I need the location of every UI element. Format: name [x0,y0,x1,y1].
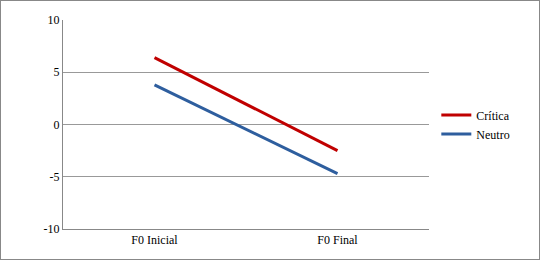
svg-text:10: 10 [48,13,60,27]
svg-text:F0 Final: F0 Final [317,233,358,247]
svg-text:-5: -5 [50,170,60,184]
svg-text:5: 5 [54,65,60,79]
svg-text:-10: -10 [44,222,60,236]
svg-text:Neutro: Neutro [476,128,509,142]
svg-text:0: 0 [54,118,60,132]
svg-text:F0 Inicial: F0 Inicial [131,233,178,247]
svg-text:Crítica: Crítica [476,109,509,123]
